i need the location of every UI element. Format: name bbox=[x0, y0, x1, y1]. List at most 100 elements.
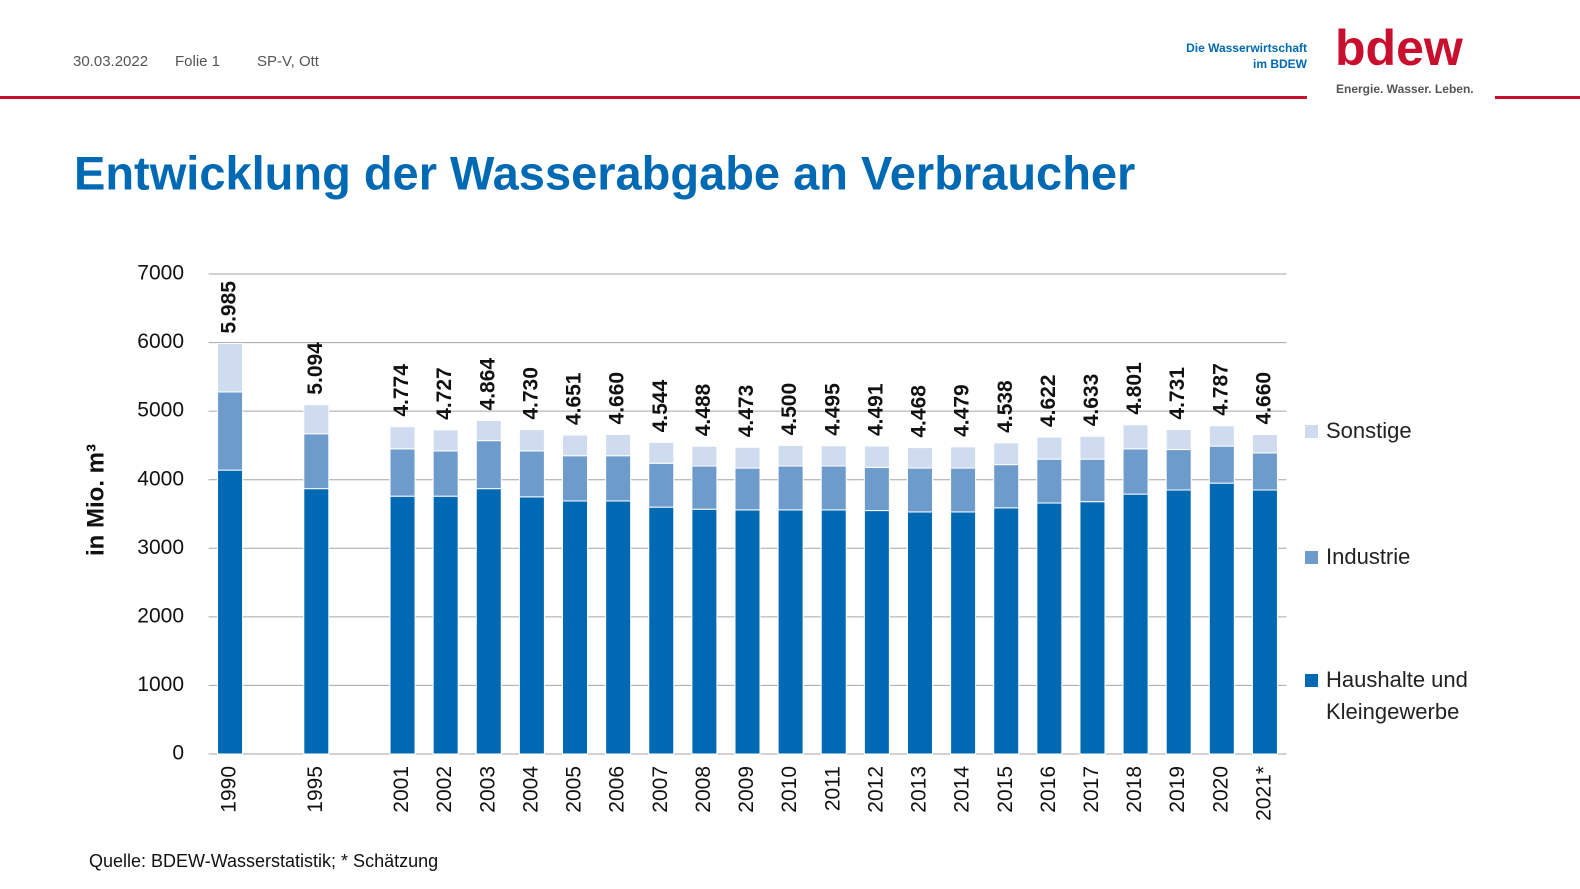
bar-segment bbox=[691, 508, 718, 755]
total-label: 4.622 bbox=[1037, 375, 1060, 428]
bar-segment bbox=[734, 509, 761, 755]
bar-segment bbox=[389, 426, 416, 450]
x-tick-label: 2002 bbox=[433, 766, 456, 813]
x-tick-label: 2001 bbox=[390, 766, 413, 813]
bar-segment bbox=[389, 495, 416, 755]
logo-tagline: im BDEW bbox=[1253, 57, 1308, 71]
total-label: 4.544 bbox=[649, 380, 672, 433]
x-tick-label: 2011 bbox=[821, 766, 844, 811]
logo-tagline: Die Wasserwirtschaft bbox=[1186, 41, 1307, 55]
bar-segment bbox=[1122, 424, 1149, 450]
logo: bdew bbox=[1335, 20, 1463, 76]
bar-segment bbox=[863, 466, 890, 512]
y-tick-label: 5000 bbox=[137, 399, 184, 422]
y-axis-label: in Mio. m³ bbox=[82, 444, 109, 556]
y-tick-label: 1000 bbox=[137, 673, 184, 696]
bar-segment bbox=[518, 429, 545, 452]
bar-segment bbox=[1036, 458, 1063, 504]
total-label: 4.500 bbox=[778, 383, 801, 436]
x-tick-label: 2015 bbox=[994, 766, 1017, 813]
x-tick-label: 2006 bbox=[606, 766, 629, 813]
bar-segment bbox=[820, 509, 847, 755]
bar-segment bbox=[1208, 482, 1235, 755]
bar-segment bbox=[475, 440, 502, 490]
bar-segment bbox=[432, 495, 459, 755]
bar-segment bbox=[777, 509, 804, 755]
y-tick-label: 7000 bbox=[137, 262, 184, 285]
bar-segment bbox=[303, 488, 330, 755]
bar-segment bbox=[1165, 449, 1192, 491]
x-tick-label: 1990 bbox=[218, 766, 241, 813]
bar-segment bbox=[518, 496, 545, 755]
bar-segment bbox=[950, 511, 977, 755]
total-label: 4.801 bbox=[1123, 362, 1146, 415]
total-label: 4.468 bbox=[908, 385, 931, 438]
legend-label: Industrie bbox=[1326, 544, 1411, 569]
total-label: 4.473 bbox=[735, 385, 758, 438]
total-label: 4.495 bbox=[821, 383, 844, 436]
bar-segment bbox=[1036, 502, 1063, 755]
y-tick-label: 2000 bbox=[137, 604, 184, 627]
bar-segment bbox=[1251, 489, 1278, 755]
bar-segment bbox=[1251, 452, 1278, 491]
bar-segment bbox=[1122, 448, 1149, 495]
legend-item: Sonstige bbox=[1305, 415, 1496, 447]
bar-segment bbox=[648, 462, 675, 508]
header-rule bbox=[1495, 96, 1580, 99]
x-tick-label: 1995 bbox=[304, 766, 327, 813]
x-tick-label: 2007 bbox=[649, 766, 672, 813]
y-tick-label: 4000 bbox=[137, 467, 184, 490]
x-tick-label: 2018 bbox=[1123, 766, 1146, 813]
total-label: 4.730 bbox=[519, 367, 542, 420]
x-tick-label: 2014 bbox=[951, 766, 974, 813]
legend-item: Industrie bbox=[1305, 541, 1496, 573]
x-tick-label: 2012 bbox=[864, 766, 887, 813]
x-tick-label: 2010 bbox=[778, 766, 801, 813]
total-label: 4.774 bbox=[390, 364, 413, 417]
bar-segment bbox=[605, 455, 632, 502]
x-tick-label: 2019 bbox=[1166, 766, 1189, 813]
bar-segment bbox=[648, 441, 675, 464]
bar-segment bbox=[1079, 435, 1106, 460]
bar-segment bbox=[1165, 489, 1192, 755]
bar-segment bbox=[1251, 433, 1278, 454]
total-label: 4.787 bbox=[1209, 363, 1232, 416]
x-tick-label: 2004 bbox=[519, 766, 542, 813]
bar-segment bbox=[1165, 429, 1192, 451]
total-label: 4.538 bbox=[994, 380, 1017, 433]
bar-segment bbox=[562, 434, 589, 457]
bar-segment bbox=[993, 464, 1020, 509]
legend-label: Haushalte und Kleingewerbe bbox=[1326, 667, 1468, 724]
total-label: 4.479 bbox=[951, 384, 974, 437]
bar-segment bbox=[475, 488, 502, 755]
legend-label: Sonstige bbox=[1326, 418, 1412, 443]
legend-item: Haushalte und Kleingewerbe bbox=[1305, 664, 1496, 728]
total-label: 4.660 bbox=[1252, 372, 1275, 425]
source: Quelle: BDEW-Wasserstatistik; * Schätzun… bbox=[89, 851, 438, 871]
x-tick-label: 2020 bbox=[1209, 766, 1232, 813]
x-tick-label: 2003 bbox=[476, 766, 499, 813]
bar-segment bbox=[217, 469, 244, 755]
bar-segment bbox=[906, 511, 933, 755]
author: SP-V, Ott bbox=[257, 53, 320, 70]
bar-segment bbox=[777, 444, 804, 467]
bar-segment bbox=[993, 507, 1020, 755]
slide-number: Folie 1 bbox=[175, 53, 220, 70]
header-rule bbox=[0, 96, 1307, 99]
bar-segment bbox=[906, 467, 933, 513]
bar-segment bbox=[217, 343, 244, 393]
bar-segment bbox=[950, 467, 977, 513]
bar-segment bbox=[863, 445, 890, 468]
x-tick-label: 2009 bbox=[735, 766, 758, 813]
date: 30.03.2022 bbox=[73, 53, 148, 70]
bar-segment bbox=[691, 465, 718, 510]
total-label: 4.727 bbox=[433, 367, 456, 420]
x-tick-label: 2021* bbox=[1252, 766, 1275, 821]
total-label: 4.488 bbox=[692, 383, 715, 436]
chart-title: Entwicklung der Wasserabgabe an Verbrauc… bbox=[74, 146, 1135, 199]
bar-segment bbox=[518, 450, 545, 498]
bar-segment bbox=[605, 433, 632, 457]
total-label: 4.660 bbox=[606, 372, 629, 425]
